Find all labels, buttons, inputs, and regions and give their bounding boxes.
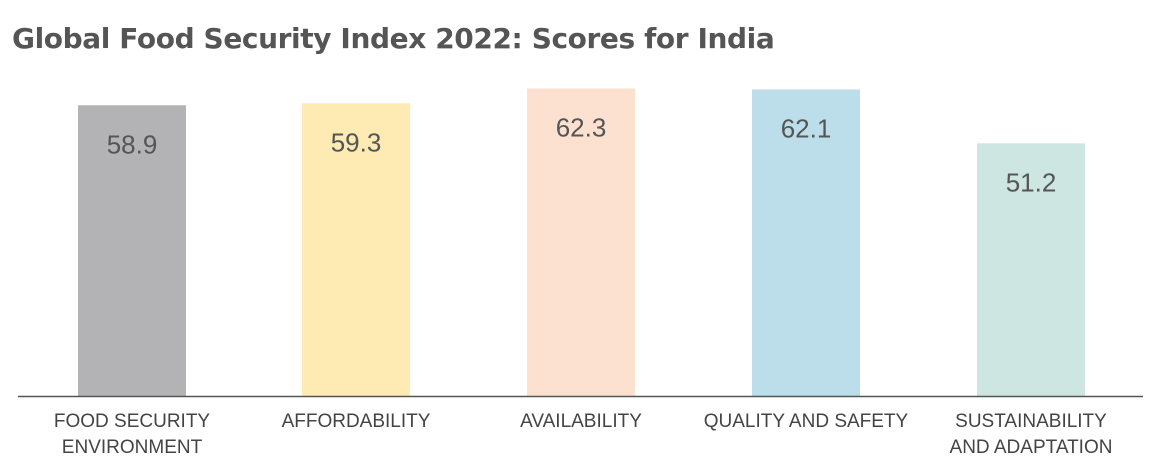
- bar-3: [527, 88, 635, 396]
- category-label-line: FOOD SECURITY: [54, 411, 211, 432]
- category-label-line: QUALITY AND SAFETY: [704, 411, 909, 432]
- bar-value-label-1: 58.9: [107, 129, 158, 159]
- bar-2: [302, 103, 410, 397]
- bar-5: [977, 143, 1085, 396]
- bar-value-label-4: 62.1: [781, 113, 832, 143]
- bar-value-label-2: 59.3: [331, 127, 382, 157]
- category-label-2: AFFORDABILITY: [282, 411, 431, 432]
- category-label-line: AFFORDABILITY: [282, 411, 431, 432]
- category-label-5: SUSTAINABILITY AND ADAPTATION: [950, 411, 1113, 458]
- value-labels-group: 58.9 59.3 62.3 62.1 51.2: [107, 113, 1057, 198]
- category-label-line: AVAILABILITY: [520, 411, 642, 432]
- bar-1: [78, 105, 186, 396]
- category-label-line: AND ADAPTATION: [950, 437, 1113, 458]
- chart-title: Global Food Security Index 2022: Scores …: [12, 22, 775, 55]
- bar-value-label-5: 51.2: [1006, 167, 1057, 197]
- category-label-line: ENVIRONMENT: [62, 437, 203, 458]
- bar-value-label-3: 62.3: [556, 113, 607, 143]
- bars-group: [78, 88, 1085, 397]
- category-label-line: SUSTAINABILITY: [955, 411, 1107, 432]
- category-label-3: AVAILABILITY: [520, 411, 642, 432]
- category-labels-group: FOOD SECURITY ENVIRONMENT AFFORDABILITY AVA…: [54, 411, 1113, 458]
- category-label-4: QUALITY AND SAFETY: [704, 411, 909, 432]
- bar-4: [752, 89, 860, 397]
- category-label-1: FOOD SECURITY ENVIRONMENT: [54, 411, 211, 458]
